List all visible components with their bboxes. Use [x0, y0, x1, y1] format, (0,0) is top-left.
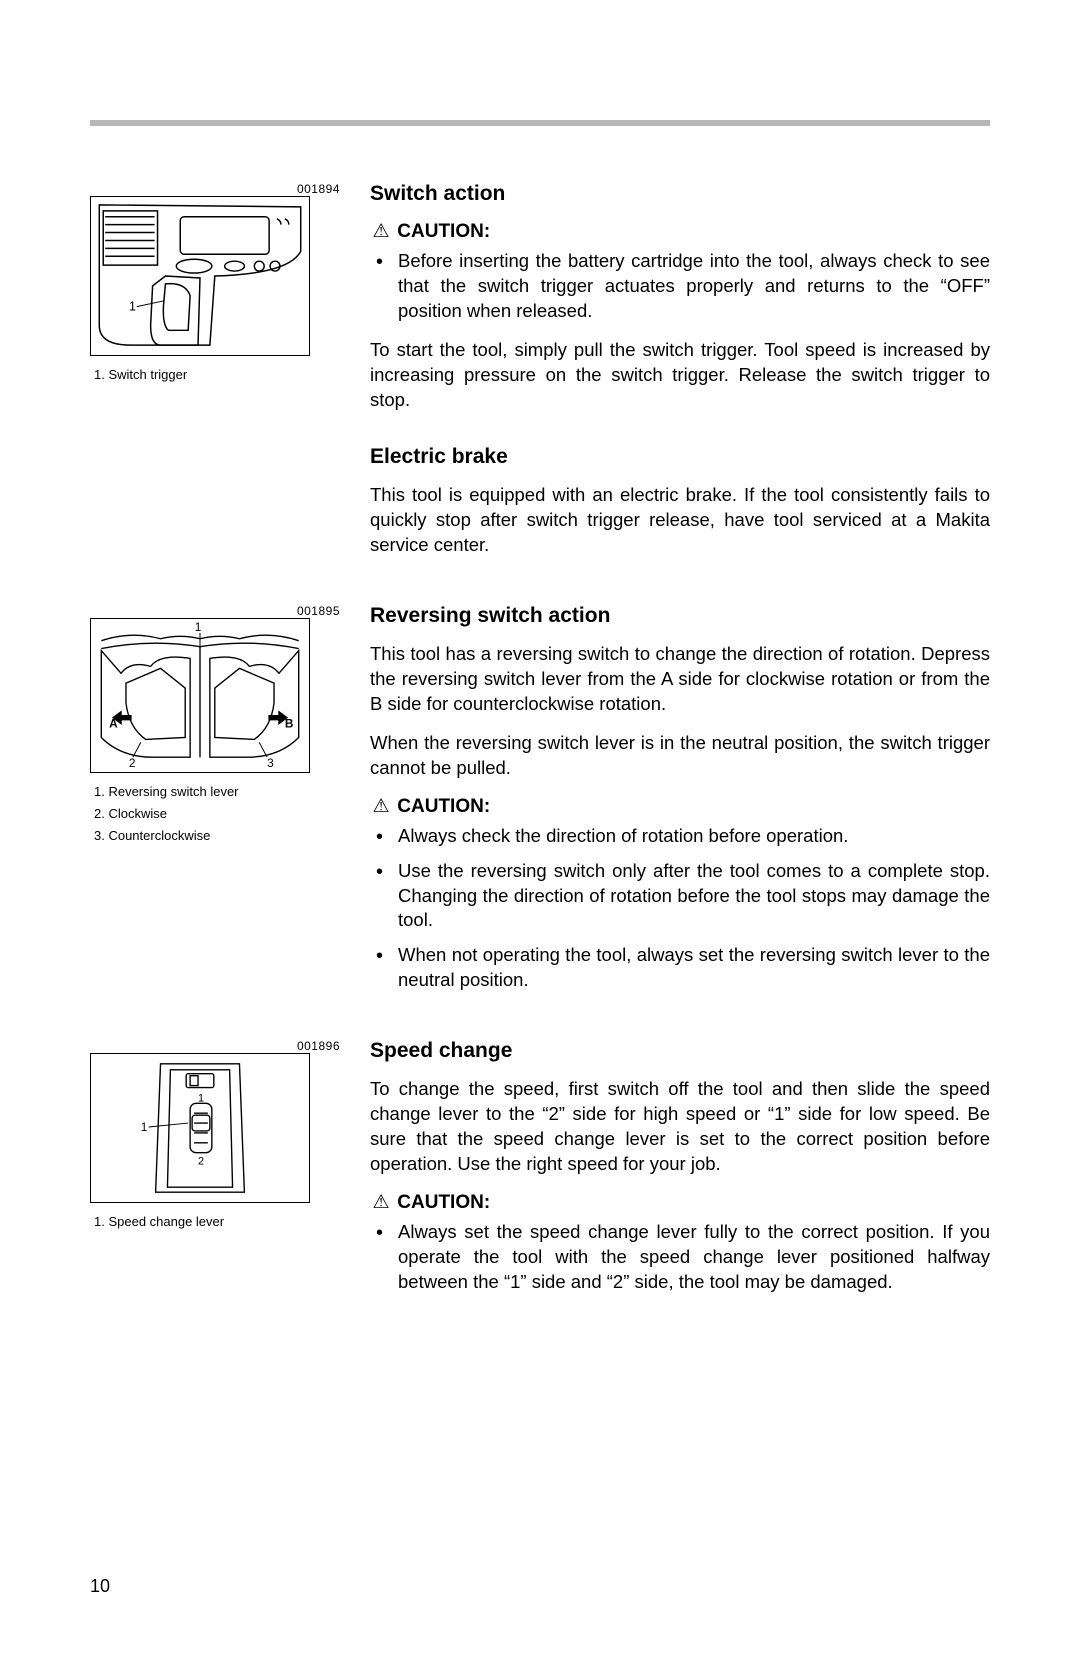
caution-label: CAUTION: [397, 1192, 490, 1213]
switch-trigger-icon: 1 [91, 197, 309, 355]
caution-label: CAUTION: [397, 796, 490, 817]
svg-text:1: 1 [198, 1093, 204, 1105]
svg-text:1: 1 [141, 1120, 148, 1134]
caution-item: Use the reversing switch only after the … [398, 859, 990, 934]
caution-list: Always check the direction of rotation b… [370, 824, 990, 994]
svg-text:3: 3 [267, 756, 274, 770]
section-reversing: 001895 [90, 604, 990, 1008]
page-number: 10 [90, 1576, 110, 1597]
switch-action-text: Switch action ⚠ CAUTION: Before insertin… [340, 182, 990, 572]
body-paragraph: This tool has a reversing switch to chan… [370, 642, 990, 717]
figure-2-column: 001895 [90, 604, 340, 847]
figure-1-legend-item: 1. Switch trigger [94, 364, 340, 386]
caution-item: When not operating the tool, always set … [398, 943, 990, 993]
figure-1-legend: 1. Switch trigger [90, 364, 340, 386]
caution-item: Always set the speed change lever fully … [398, 1220, 990, 1295]
figure-2-legend-item: 1. Reversing switch lever [94, 781, 340, 803]
reversing-text: Reversing switch action This tool has a … [340, 604, 990, 1008]
switch-action-heading: Switch action [370, 182, 990, 206]
caution-list: Before inserting the battery cartridge i… [370, 249, 990, 324]
caution-list: Always set the speed change lever fully … [370, 1220, 990, 1295]
figure-3-legend-item: 1. Speed change lever [94, 1211, 340, 1233]
body-paragraph: To start the tool, simply pull the switc… [370, 338, 990, 413]
caution-item: Always check the direction of rotation b… [398, 824, 990, 849]
section-switch-action: 001894 1 [90, 182, 990, 572]
speed-change-text: Speed change To change the speed, first … [340, 1039, 990, 1309]
figure-1-code: 001894 [297, 182, 340, 196]
warning-icon: ⚠ [370, 1191, 392, 1214]
body-paragraph: To change the speed, first switch off th… [370, 1077, 990, 1177]
caution-heading: ⚠ CAUTION: [370, 795, 990, 818]
figure-1-illustration: 1 [90, 196, 310, 356]
figure-2-legend-item: 3. Counterclockwise [94, 825, 340, 847]
figure-3-column: 001896 1 2 1 [90, 1039, 340, 1233]
warning-icon: ⚠ [370, 220, 392, 243]
top-rule [90, 120, 990, 126]
figure-2-illustration: 1 A B 2 3 [90, 618, 310, 773]
svg-text:A: A [109, 716, 118, 730]
figure-2-code: 001895 [297, 604, 340, 618]
svg-text:B: B [285, 716, 294, 730]
figure-3-illustration: 1 2 1 [90, 1053, 310, 1203]
caution-heading: ⚠ CAUTION: [370, 1191, 990, 1214]
body-paragraph: When the reversing switch lever is in th… [370, 731, 990, 781]
svg-text:1: 1 [195, 620, 202, 634]
body-paragraph: This tool is equipped with an electric b… [370, 483, 990, 558]
warning-icon: ⚠ [370, 795, 392, 818]
speed-change-icon: 1 2 1 [91, 1054, 309, 1202]
speed-change-heading: Speed change [370, 1039, 990, 1063]
electric-brake-heading: Electric brake [370, 445, 990, 469]
figure-2-legend: 1. Reversing switch lever 2. Clockwise 3… [90, 781, 340, 847]
caution-item: Before inserting the battery cartridge i… [398, 249, 990, 324]
caution-label: CAUTION: [397, 221, 490, 242]
figure-2-legend-item: 2. Clockwise [94, 803, 340, 825]
svg-text:1: 1 [129, 299, 136, 314]
section-speed-change: 001896 1 2 1 [90, 1039, 990, 1309]
reversing-switch-icon: 1 A B 2 3 [91, 619, 309, 772]
svg-text:2: 2 [129, 756, 136, 770]
manual-page: 001894 1 [0, 0, 1080, 1669]
caution-heading: ⚠ CAUTION: [370, 220, 990, 243]
reversing-heading: Reversing switch action [370, 604, 990, 628]
figure-3-legend: 1. Speed change lever [90, 1211, 340, 1233]
figure-1-column: 001894 1 [90, 182, 340, 386]
svg-text:2: 2 [198, 1156, 204, 1168]
figure-3-code: 001896 [297, 1039, 340, 1053]
